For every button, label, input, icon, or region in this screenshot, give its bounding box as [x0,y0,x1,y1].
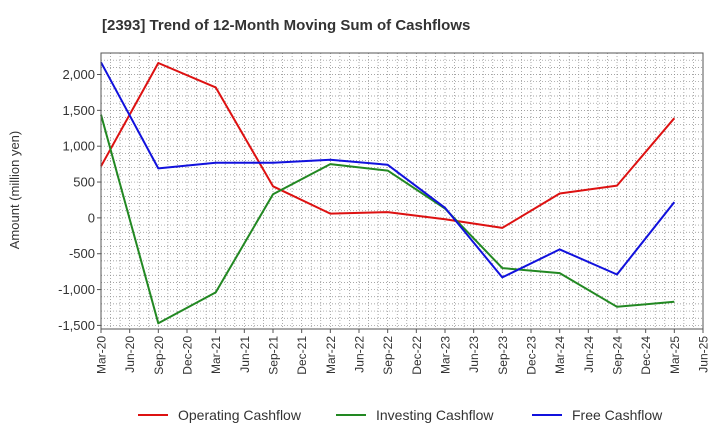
x-tick-label: Dec-22 [410,336,424,375]
x-tick-label: Mar-20 [95,336,109,374]
x-tick-label: Mar-21 [209,336,223,374]
legend-label: Investing Cashflow [376,407,494,423]
x-axis-ticks: Mar-20 Jun-20 Sep-20 Dec-20 Mar-21 Jun-21 Sep-… [95,329,711,375]
y-axis-label: Amount (million yen) [7,131,22,250]
x-tick-label: Jun-23 [467,336,481,373]
x-tick-label: Sep-23 [496,336,510,375]
series-line-investing-cashflow [100,114,675,325]
series-line-free-cashflow [100,61,676,279]
x-tick-label: Jun-25 [697,336,711,373]
y-tick-label: -500 [69,246,95,261]
grid [101,52,703,329]
plot-area-border [100,52,704,330]
y-tick-label: 1,000 [62,139,95,154]
x-tick-label: Mar-22 [324,336,338,374]
x-tick-label: Jun-24 [582,336,596,373]
y-tick-label: 0 [88,210,95,225]
y-tick-label: 500 [73,175,95,190]
x-tick-label: Jun-22 [353,336,367,373]
x-tick-label: Jun-21 [238,336,252,373]
x-tick-label: Sep-22 [381,336,395,375]
x-tick-label: Dec-21 [295,336,309,375]
y-tick-label: -1,500 [58,318,95,333]
x-tick-label: Dec-20 [181,336,195,375]
x-tick-label: Dec-23 [525,336,539,375]
x-tick-label: Jun-20 [123,336,137,373]
y-tick-label: 2,000 [62,67,95,82]
chart-title: [2393] Trend of 12-Month Moving Sum of C… [102,17,470,34]
x-tick-label: Sep-20 [152,336,166,375]
legend: Operating Cashflow Investing Cashflow Free… [138,407,663,423]
x-tick-label: Dec-24 [639,336,653,375]
series-lines [100,61,676,325]
y-axis-ticks: 2,000 1,500 1,000 500 0 -500 -1,000 -1,500 [58,67,101,333]
y-tick-label: 1,500 [62,103,95,118]
x-tick-label: Sep-24 [611,336,625,375]
legend-label: Operating Cashflow [178,407,302,423]
x-tick-label: Mar-24 [553,336,567,374]
x-tick-label: Sep-21 [267,336,281,375]
x-tick-label: Mar-23 [439,336,453,374]
legend-label: Free Cashflow [572,407,663,423]
x-tick-label: Mar-25 [668,336,682,374]
series-line-operating-cashflow [100,62,676,229]
y-tick-label: -1,000 [58,282,95,297]
